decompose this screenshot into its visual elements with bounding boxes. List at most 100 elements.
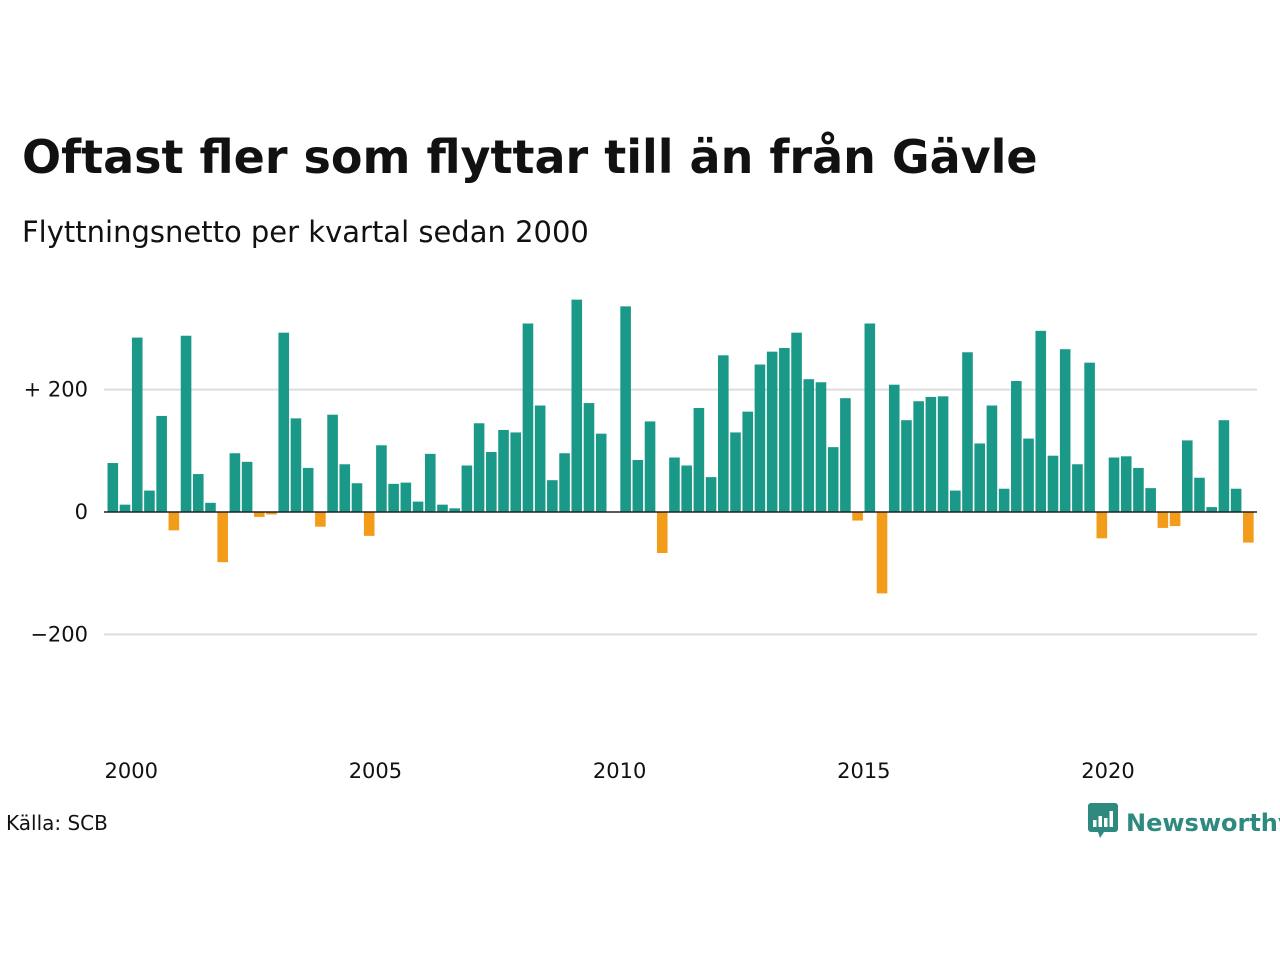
bar — [547, 480, 558, 512]
bar — [180, 335, 192, 512]
bar — [205, 502, 216, 512]
bar — [949, 490, 961, 512]
bar — [1011, 381, 1022, 512]
bar — [595, 433, 607, 512]
bar — [632, 459, 644, 512]
bar — [315, 512, 326, 527]
axes: + 200 0 −200 2000 2005 2010 2015 2020 — [24, 378, 1257, 783]
x-tick-label: 2015 — [837, 759, 890, 783]
bar — [1096, 512, 1108, 539]
bar — [351, 483, 363, 512]
x-tick-label: 2020 — [1081, 759, 1134, 783]
bar — [1108, 457, 1120, 512]
bar — [986, 405, 998, 512]
bar — [754, 364, 766, 512]
bar — [156, 415, 167, 512]
bar — [1206, 507, 1217, 512]
bar — [656, 512, 668, 553]
bar — [131, 337, 143, 512]
bar — [705, 477, 717, 512]
y-tick-label: −200 — [30, 622, 88, 646]
bar — [437, 504, 448, 512]
bar — [925, 396, 937, 512]
bar — [363, 512, 375, 536]
bar — [1243, 512, 1254, 543]
bars — [107, 299, 1254, 594]
newsworthy-logo-icon — [1088, 803, 1118, 843]
bar — [681, 465, 692, 512]
bar — [486, 452, 497, 512]
bar — [766, 351, 778, 512]
bar — [571, 299, 583, 512]
bar — [815, 382, 827, 512]
bar — [461, 465, 473, 512]
bar — [107, 463, 119, 512]
bar — [119, 504, 131, 512]
bar — [559, 453, 570, 512]
bar — [254, 512, 265, 517]
bar — [266, 512, 277, 515]
bar — [424, 453, 436, 512]
bar — [1133, 467, 1144, 512]
bar — [962, 352, 973, 512]
bar — [876, 512, 888, 594]
bar — [718, 355, 729, 512]
chart-subtitle: Flyttningsnetto per kvartal sedan 2000 — [22, 215, 589, 249]
x-tick-label: 2000 — [105, 759, 158, 783]
bar — [534, 405, 546, 512]
bar — [278, 332, 290, 512]
y-tick-label: 0 — [75, 500, 88, 524]
bar — [302, 467, 314, 512]
bar — [376, 445, 387, 512]
bar — [144, 490, 155, 512]
bar — [1169, 512, 1181, 527]
bar — [998, 488, 1010, 512]
bar — [1181, 440, 1193, 512]
bar — [852, 512, 863, 521]
bar — [1084, 362, 1095, 512]
bar — [620, 306, 631, 512]
bar — [449, 508, 460, 512]
bar — [864, 323, 876, 512]
bar — [669, 457, 680, 512]
chart-title: Oftast fler som flyttar till än från Gäv… — [22, 130, 1038, 184]
bar — [522, 323, 534, 512]
bar — [327, 414, 338, 512]
bar — [937, 396, 949, 512]
bar — [1157, 512, 1169, 528]
bar — [1023, 438, 1034, 512]
brand-name: Newsworthy — [1126, 809, 1280, 837]
bar — [1120, 456, 1132, 512]
bar — [217, 512, 228, 563]
bar — [583, 403, 595, 512]
bar — [290, 418, 302, 512]
brand: Newsworthy — [1088, 803, 1280, 843]
bar — [1230, 488, 1242, 512]
bar — [974, 443, 986, 512]
bar — [168, 512, 180, 531]
bar — [412, 501, 424, 512]
bar — [803, 379, 815, 512]
bar — [1194, 477, 1205, 512]
bar — [339, 464, 351, 512]
bar — [913, 401, 924, 512]
bar — [1145, 488, 1156, 512]
bar — [241, 461, 253, 512]
source-note: Källa: SCB — [6, 811, 108, 835]
x-tick-label: 2010 — [593, 759, 646, 783]
bar — [827, 447, 839, 512]
bar — [779, 347, 790, 512]
bar — [229, 453, 241, 512]
bar — [730, 432, 741, 512]
bar — [1059, 349, 1071, 512]
bar — [400, 482, 412, 512]
bar — [901, 420, 912, 512]
bar — [888, 384, 900, 512]
y-tick-label: + 200 — [24, 378, 88, 402]
bar — [1218, 420, 1230, 512]
x-tick-label: 2005 — [349, 759, 402, 783]
bar — [1035, 330, 1047, 512]
bar — [791, 332, 802, 512]
bar — [644, 421, 656, 512]
